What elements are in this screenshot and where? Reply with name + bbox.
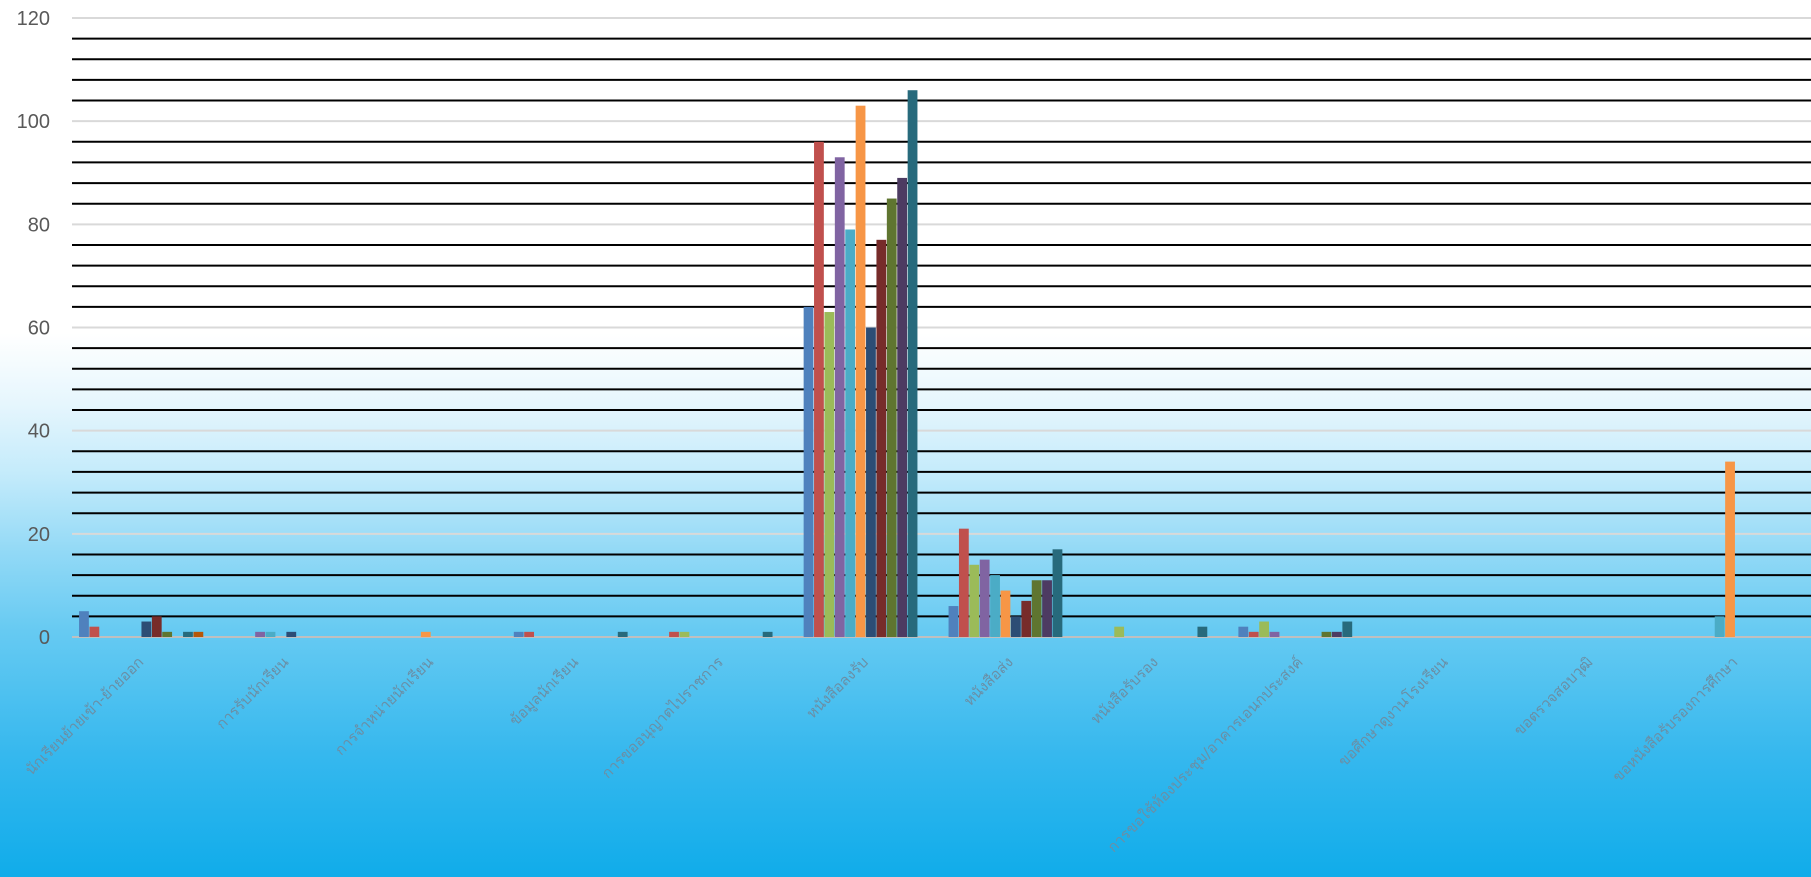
- bar: [162, 631, 173, 637]
- bar: [1000, 590, 1011, 637]
- bar: [420, 631, 431, 637]
- bar: [255, 631, 265, 637]
- bar: [866, 327, 876, 637]
- bar: [524, 631, 535, 637]
- bar: [1052, 549, 1063, 637]
- bar: [834, 157, 845, 637]
- bar: [141, 621, 152, 637]
- bar: [1259, 621, 1269, 637]
- bar: [89, 626, 100, 637]
- bar: [617, 631, 628, 637]
- x-axis-ticks: นักเรียนย้ายเข้า-ย้ายออก การรับนักเรียน กา…: [21, 653, 1741, 857]
- x-tick-label: หนังสือส่ง: [960, 653, 1017, 710]
- bar: [969, 564, 980, 637]
- bar: [1031, 580, 1042, 637]
- y-tick-label: 80: [28, 214, 50, 236]
- x-tick-label: การจำหน่ายนักเรียน: [331, 653, 437, 759]
- y-tick-label: 40: [28, 421, 50, 443]
- bar: [855, 105, 866, 638]
- x-tick-label: ข้อมูลนักเรียน: [506, 653, 582, 729]
- bar: [897, 177, 908, 638]
- bar: [679, 631, 690, 637]
- bar: [79, 611, 89, 637]
- bar: [990, 575, 1000, 637]
- bar: [1114, 626, 1125, 637]
- bar: [948, 606, 959, 637]
- bar: [1248, 631, 1259, 637]
- gridlines: [72, 17, 1811, 638]
- bar: [1021, 600, 1032, 637]
- bar: [513, 631, 524, 637]
- bar: [183, 631, 193, 637]
- y-tick-label: 0: [39, 627, 50, 649]
- bar: [762, 631, 773, 637]
- bar: [1238, 626, 1249, 637]
- bar: [824, 312, 835, 637]
- bar: [958, 528, 969, 637]
- x-tick-label: การรับนักเรียน: [213, 653, 293, 733]
- y-tick-label: 60: [28, 318, 50, 340]
- bar: [1331, 631, 1342, 637]
- y-axis-ticks: 0 20 40 60 80 100 120: [17, 8, 50, 649]
- x-tick-label: การขออนุญาตไปราชการ: [598, 653, 728, 783]
- y-tick-label: 120: [17, 8, 50, 30]
- x-tick-label: หนังสือลงรับ: [803, 653, 872, 722]
- x-tick-label: ขอตรวจสอบวุฒิ: [1510, 653, 1597, 740]
- y-tick-label: 20: [28, 524, 50, 546]
- x-tick-label: ขอศึกษาดูงานโรงเรียน: [1334, 653, 1451, 770]
- bar: [1342, 621, 1353, 637]
- bar: [979, 559, 990, 637]
- x-tick-label: หนังสือรับรอง: [1087, 653, 1162, 728]
- bar: [803, 306, 814, 637]
- bar: [193, 631, 204, 637]
- x-tick-label: นักเรียนย้ายเข้า-ย้ายออก: [21, 653, 147, 779]
- bar: [286, 631, 297, 637]
- bar: [1010, 616, 1021, 637]
- y-tick-label: 100: [17, 111, 50, 133]
- bar: [907, 90, 918, 637]
- bar: [669, 631, 679, 637]
- bar: [814, 141, 824, 638]
- bar: [876, 239, 887, 637]
- bar: [265, 631, 276, 637]
- bar: [1197, 626, 1208, 637]
- bars: [79, 90, 1735, 638]
- bar: [151, 616, 162, 637]
- bar: [886, 198, 897, 637]
- bar: [1714, 616, 1725, 637]
- x-tick-label: ขอหนังสือรับรองการศึกษา: [1609, 653, 1741, 785]
- bar: [1269, 631, 1280, 637]
- bar: [1042, 580, 1052, 637]
- bar: [1321, 631, 1332, 637]
- bar: [845, 229, 856, 637]
- bar: [1725, 461, 1735, 637]
